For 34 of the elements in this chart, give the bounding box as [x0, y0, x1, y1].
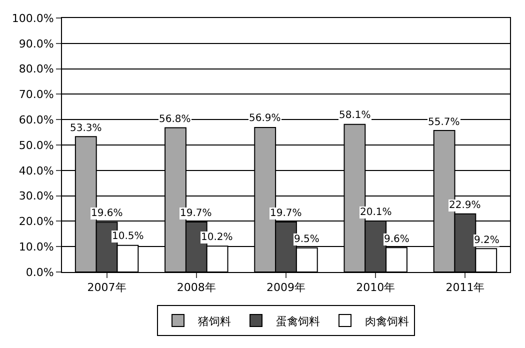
y-tick-label: 90.0% — [18, 37, 54, 50]
data-label: 20.1% — [360, 207, 392, 218]
data-label: 55.7% — [428, 117, 460, 128]
data-label: 9.5% — [294, 234, 320, 245]
data-label: 10.2% — [201, 232, 233, 243]
data-label: 53.3% — [70, 123, 102, 134]
x-tick-label: 2011年 — [446, 281, 485, 294]
y-tick-label: 60.0% — [18, 113, 54, 126]
data-label: 19.6% — [91, 208, 123, 219]
y-tick-label: 10.0% — [18, 240, 54, 254]
data-label: 58.1% — [339, 110, 371, 121]
y-tick-label: 100.0% — [12, 12, 54, 25]
x-tick-label: 2008年 — [176, 281, 216, 294]
y-tick-label: 70.0% — [18, 88, 54, 102]
data-label: 22.9% — [449, 200, 481, 211]
y-tick-label: 20.0% — [18, 215, 54, 228]
y-tick-label: 0.0% — [26, 266, 54, 279]
y-tick-label: 30.0% — [18, 190, 54, 203]
data-label: 56.8% — [159, 114, 191, 125]
data-label: 9.6% — [384, 234, 410, 245]
data-label: 19.7% — [270, 208, 302, 219]
y-tick-label: 50.0% — [18, 138, 54, 152]
data-label: 19.7% — [180, 208, 212, 219]
y-tick-label: 40.0% — [18, 164, 54, 178]
x-tick-label: 2007年 — [87, 281, 126, 294]
data-label: 10.5% — [112, 231, 144, 242]
x-tick-label: 2010年 — [356, 281, 396, 294]
y-tick-label: 80.0% — [18, 62, 54, 76]
legend-label: 蛋禽饲料 — [276, 314, 320, 328]
data-label: 9.2% — [474, 235, 500, 246]
legend-label: 肉禽饲料 — [365, 314, 409, 328]
x-tick-label: 2009年 — [266, 281, 306, 294]
data-label: 56.9% — [249, 113, 281, 124]
legend-label: 猪饲料 — [198, 314, 231, 328]
